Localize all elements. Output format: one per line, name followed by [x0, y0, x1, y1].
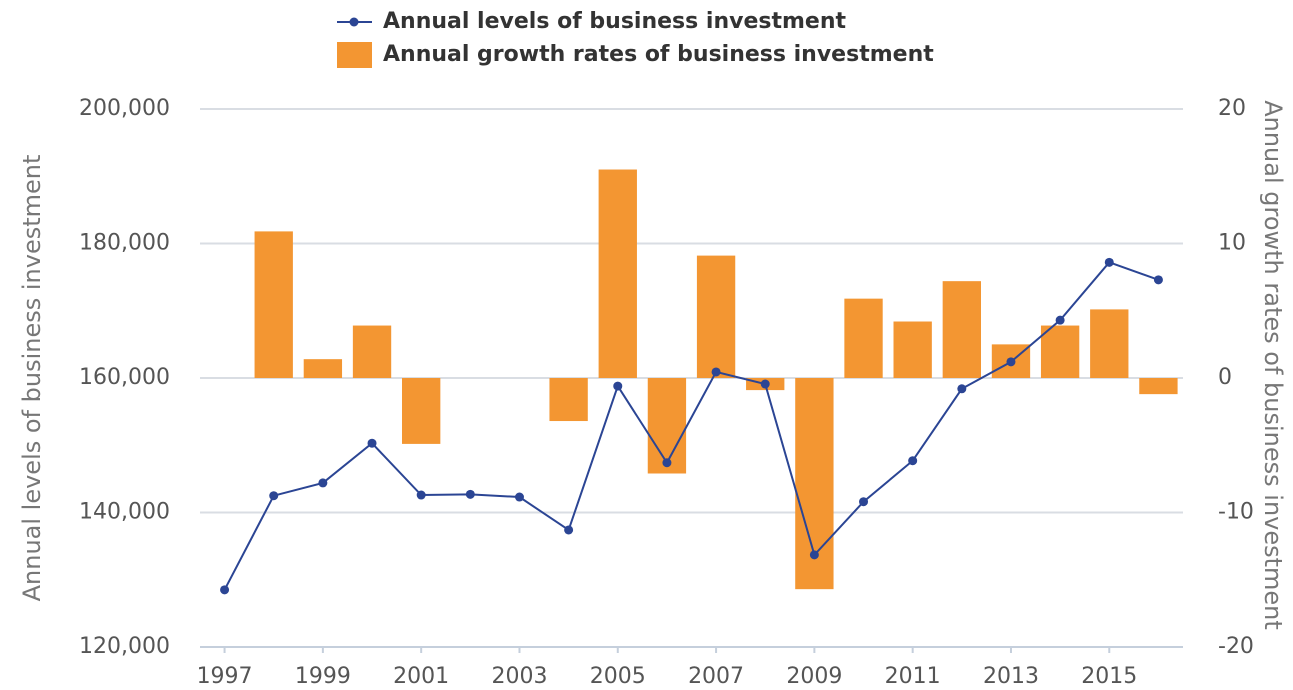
y2-tick-label: 10: [1218, 231, 1246, 256]
point: [957, 384, 967, 394]
point: [367, 438, 377, 448]
point: [220, 585, 230, 595]
point: [1153, 275, 1163, 285]
bar: [598, 169, 637, 378]
x-tick-label: 2011: [885, 664, 941, 689]
bar: [303, 359, 343, 378]
y-tick-label: 120,000: [79, 634, 170, 659]
bar: [942, 281, 981, 378]
point: [760, 379, 770, 389]
legend-label: Annual growth rates of business investme…: [383, 42, 934, 67]
point: [318, 478, 328, 488]
bar: [893, 321, 932, 378]
point: [564, 525, 574, 535]
bar: [1040, 325, 1080, 378]
point: [416, 490, 426, 500]
y-tick-label: 160,000: [79, 365, 170, 390]
y-tick-label: 140,000: [79, 500, 170, 525]
bar: [352, 325, 392, 378]
point: [465, 489, 475, 499]
x-tick-label: 2009: [786, 664, 842, 689]
x-tick-label: 1997: [197, 664, 253, 689]
bar: [549, 378, 588, 422]
point: [1104, 257, 1114, 267]
x-tick-label: 2001: [393, 664, 449, 689]
bar: [254, 231, 293, 378]
point: [1006, 357, 1016, 367]
y2-tick-label: -20: [1218, 634, 1254, 659]
bar: [647, 378, 687, 474]
x-tick-label: 2005: [590, 664, 646, 689]
y-axis-title: Annual levels of business investment: [18, 155, 46, 602]
point: [1055, 315, 1065, 325]
point: [613, 381, 623, 391]
bar: [696, 255, 736, 378]
y2-axis-title: Annual growth rates of business investme…: [1259, 100, 1287, 630]
point: [908, 456, 918, 466]
bar: [844, 298, 883, 378]
bar: [402, 378, 441, 444]
legend-marker: [349, 17, 359, 27]
y-tick-label: 200,000: [79, 96, 170, 121]
x-tick-label: 2013: [983, 664, 1039, 689]
y2-tick-label: 20: [1218, 96, 1246, 121]
legend-label: Annual levels of business investment: [383, 9, 846, 34]
legend-swatch: [337, 42, 372, 68]
y2-tick-label: -10: [1218, 500, 1254, 525]
point: [662, 458, 672, 468]
x-tick-label: 2003: [491, 664, 547, 689]
point: [859, 497, 869, 507]
y2-tick-label: 0: [1218, 365, 1232, 390]
point: [514, 492, 524, 502]
bar: [1139, 378, 1178, 395]
point: [711, 367, 721, 377]
x-tick-label: 2007: [688, 664, 744, 689]
y-tick-label: 180,000: [79, 231, 170, 256]
line: [223, 261, 1159, 591]
x-tick-label: 2015: [1081, 664, 1137, 689]
x-tick-label: 1999: [295, 664, 351, 689]
bar: [1090, 309, 1129, 378]
point: [809, 550, 819, 560]
point: [269, 491, 279, 501]
